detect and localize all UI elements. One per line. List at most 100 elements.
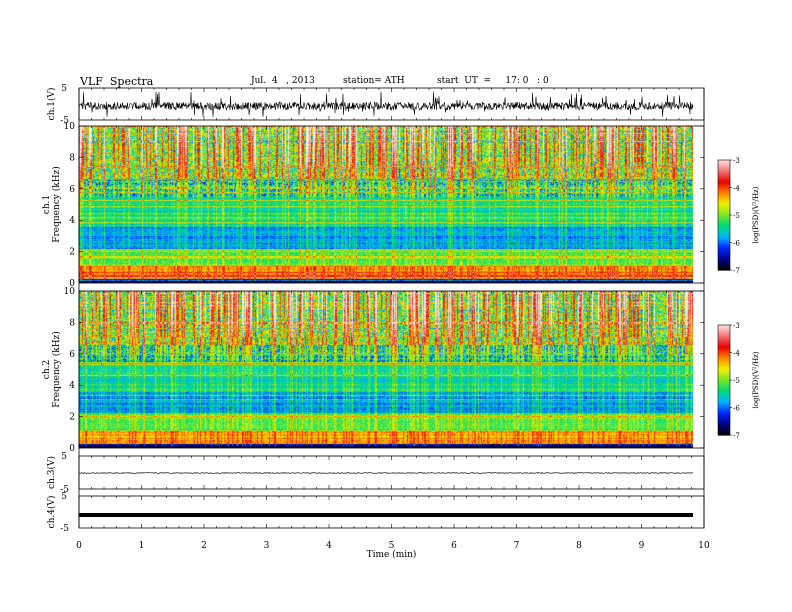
ch2-spectrogram-colorbar-cell <box>718 347 730 350</box>
ch1-spectrogram-colorbar-cell <box>718 264 730 267</box>
ch2-spectrogram-ytick-label: 8 <box>69 318 75 328</box>
ch2-spectrogram-colorbar-cell <box>718 385 730 388</box>
ch2-spectrogram-colorbar-cell <box>718 396 730 399</box>
ch2-spectrogram-colorbar-cell <box>718 374 730 377</box>
ch2-spectrogram-colorbar-cell <box>718 394 730 398</box>
xaxis-label: Time (min) <box>367 549 417 560</box>
xaxis-tick-label: 5 <box>389 541 395 551</box>
ch1-spectrogram-colorbar-cell <box>718 176 730 179</box>
ch2-spectrogram-colorbar-cell <box>718 334 730 337</box>
ch1-waveform-ylabel: ch.1(V) <box>46 88 57 121</box>
ch3-waveform-ytick-label: 5 <box>61 452 67 462</box>
ch1-spectrogram-colorbar-cell <box>718 244 730 247</box>
ch1-spectrogram-colorbar-cell <box>718 253 730 256</box>
ch1-spectrogram-colorbar-cell <box>718 231 730 234</box>
ch1-spectrogram-colorbar-tick-label: -3 <box>733 157 740 165</box>
ch2-spectrogram-colorbar-cell <box>718 416 730 420</box>
ch1-spectrogram-colorbar-cell <box>718 259 730 262</box>
ch2-spectrogram-colorbar-cell <box>718 389 730 392</box>
ch2-spectrogram-colorbar-cell <box>718 429 730 432</box>
ch2-spectrogram-colorbar-cell <box>718 332 730 335</box>
ch2-spectrogram-colorbar-cell <box>718 427 730 431</box>
ch1-spectrogram-colorbar-cell <box>718 200 730 203</box>
ch1-spectrogram-colorbar-cell <box>718 235 730 238</box>
ch1-spectrogram-colorbar-cell <box>718 249 730 253</box>
ch4-waveform-ytick-label: 5 <box>61 492 67 502</box>
ch1-spectrogram-colorbar-cell <box>718 160 730 163</box>
ch2-spectrogram-colorbar-cell <box>718 413 730 416</box>
ch2-spectrogram-colorbar-cell <box>718 328 730 332</box>
ch1-spectrogram-colorbar-cell <box>718 165 730 168</box>
ch2-spectrogram-colorbar-cell <box>718 431 730 434</box>
ch2-spectrogram-ytick-label: 2 <box>69 413 75 423</box>
figure-title: VLF Spectra <box>80 75 154 88</box>
ch2-spectrogram-colorbar-cell <box>718 358 730 361</box>
ch1-spectrogram-colorbar-cell <box>718 227 730 231</box>
ch2-spectrogram-colorbar-cell <box>718 398 730 401</box>
ch2-spectrogram-colorbar-cell <box>718 325 730 328</box>
ch2-spectrogram-colorbar-cell <box>718 350 730 354</box>
ch2-spectrogram-colorbar-cell <box>718 372 730 376</box>
ch2-spectrogram-colorbar-cell <box>718 352 730 355</box>
ch1-spectrogram-colorbar-cell <box>718 262 730 266</box>
ch1-spectrogram-colorbar-cell <box>718 171 730 174</box>
ch1-spectrogram-colorbar-cell <box>718 255 730 258</box>
ch1-spectrogram-ytick-label: 10 <box>64 122 76 132</box>
ch1-spectrogram-colorbar-cell <box>718 233 730 236</box>
ch1-spectrogram-colorbar-cell <box>718 163 730 167</box>
ch2-spectrogram-colorbar-cell <box>718 341 730 344</box>
ch1-spectrogram-colorbar-cell <box>718 167 730 170</box>
xaxis-tick-label: 0 <box>76 541 82 551</box>
ch4-waveform-ytick-label: -5 <box>60 524 69 534</box>
ch2-spectrogram-colorbar-cell <box>718 422 730 425</box>
ch2-spectrogram-colorbar-cell <box>718 354 730 357</box>
xaxis-tick-label: 6 <box>451 541 457 551</box>
ch1-spectrogram-colorbar-tick-label: -5 <box>733 212 740 220</box>
ch3-waveform-frame <box>78 455 705 490</box>
ch2-spectrogram-colorbar-cell <box>718 365 730 368</box>
ch2-spectrogram-colorbar-cell <box>718 405 730 409</box>
ch2-spectrogram-colorbar-cell <box>718 361 730 365</box>
ch2-spectrogram-colorbar-cell <box>718 407 730 410</box>
ch2-spectrogram-colorbar-cell <box>718 343 730 346</box>
ch1-spectrogram-colorbar-cell <box>718 198 730 201</box>
xaxis-tick-label: 4 <box>326 541 332 551</box>
ch1-spectrogram-colorbar-cell <box>718 187 730 190</box>
ch2-spectrogram-colorbar-cell <box>718 367 730 370</box>
ch1-spectrogram-colorbar-cell <box>718 238 730 242</box>
xaxis-tick-label: 3 <box>264 541 270 551</box>
ch1-spectrogram-colorbar-cell <box>718 172 730 176</box>
ch2-spectrogram-image <box>79 291 693 448</box>
ch2-spectrogram-colorbar-tick-label: -3 <box>733 322 740 330</box>
ch2-spectrogram-colorbar-cell <box>718 356 730 359</box>
ch2-spectrogram-colorbar-cell <box>718 378 730 381</box>
ch2-spectrogram-colorbar-cell <box>718 336 730 339</box>
ch1-ytick-label: -5 <box>60 116 69 126</box>
ch1-spectrogram-ytick-label: 6 <box>69 185 75 195</box>
ch2-spectrogram-ytick-label: 6 <box>69 350 75 360</box>
ch2-spectrogram-colorbar-cell <box>718 411 730 414</box>
ch2-spectrogram-colorbar-cell <box>718 345 730 348</box>
ch1-spectrogram-colorbar-cell <box>718 240 730 244</box>
ch1-spectrogram-colorbar-cell <box>718 202 730 205</box>
ch1-spectrogram-colorbar-cell <box>718 242 730 245</box>
ch2-spectrogram-colorbar-cell <box>718 381 730 385</box>
ch3-waveform-ylabel: ch.3(V) <box>46 456 57 489</box>
ch1-spectrogram-colorbar-cell <box>718 180 730 183</box>
ch2-spectrogram-colorbar-cell <box>718 392 730 396</box>
xaxis-tick-label: 9 <box>639 541 645 551</box>
ch4-waveform-trace <box>79 513 693 517</box>
ch2-spectrogram-colorbar-cell <box>718 400 730 403</box>
ch4-waveform-ylabel: ch.4(V) <box>46 496 57 529</box>
ch2-spectrogram-colorbar-cell <box>718 391 730 394</box>
ch2-spectrogram-colorbar-cell <box>718 363 730 366</box>
ch2-spectrogram-colorbar-cell <box>718 348 730 352</box>
ch2-spectrogram-colorbar-cell <box>718 414 730 418</box>
ch2-spectrogram-colorbar-cell <box>718 330 730 333</box>
ch1-spectrogram-colorbar-cell <box>718 161 730 165</box>
ch2-spectrogram-colorbar-cell <box>718 326 730 330</box>
ch1-spectrogram-colorbar-cell <box>718 178 730 181</box>
ch2-spectrogram-ytick-label: 4 <box>69 381 75 391</box>
ch1-spectrogram-colorbar-cell <box>718 251 730 255</box>
